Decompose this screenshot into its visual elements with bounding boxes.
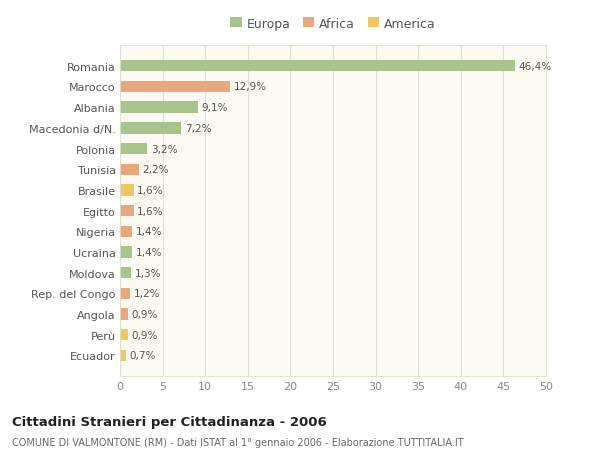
Text: 0,7%: 0,7% <box>130 351 156 361</box>
Bar <box>120 206 134 217</box>
Text: 0,9%: 0,9% <box>131 309 157 319</box>
Text: 3,2%: 3,2% <box>151 144 177 154</box>
Text: 46,4%: 46,4% <box>519 62 552 72</box>
Bar <box>120 268 131 279</box>
Text: 2,2%: 2,2% <box>142 165 169 175</box>
Bar <box>120 288 130 299</box>
Bar <box>120 185 134 196</box>
Bar <box>120 144 147 155</box>
Text: 1,4%: 1,4% <box>136 227 162 237</box>
Text: 1,6%: 1,6% <box>137 185 164 196</box>
Text: 1,2%: 1,2% <box>134 289 160 299</box>
Bar <box>120 61 515 72</box>
Text: Cittadini Stranieri per Cittadinanza - 2006: Cittadini Stranieri per Cittadinanza - 2… <box>12 415 327 428</box>
Bar <box>120 164 139 175</box>
Text: 1,6%: 1,6% <box>137 206 164 216</box>
Text: 12,9%: 12,9% <box>233 82 266 92</box>
Bar <box>120 102 197 113</box>
Bar <box>120 226 132 237</box>
Bar <box>120 309 128 320</box>
Text: 1,3%: 1,3% <box>134 268 161 278</box>
Bar <box>120 82 230 93</box>
Text: 7,2%: 7,2% <box>185 123 211 134</box>
Text: COMUNE DI VALMONTONE (RM) - Dati ISTAT al 1° gennaio 2006 - Elaborazione TUTTITA: COMUNE DI VALMONTONE (RM) - Dati ISTAT a… <box>12 437 464 447</box>
Legend: Europa, Africa, America: Europa, Africa, America <box>226 12 440 35</box>
Text: 9,1%: 9,1% <box>201 103 227 113</box>
Bar <box>120 350 126 361</box>
Bar <box>120 330 128 341</box>
Text: 1,4%: 1,4% <box>136 247 162 257</box>
Bar <box>120 123 181 134</box>
Text: 0,9%: 0,9% <box>131 330 157 340</box>
Bar <box>120 247 132 258</box>
